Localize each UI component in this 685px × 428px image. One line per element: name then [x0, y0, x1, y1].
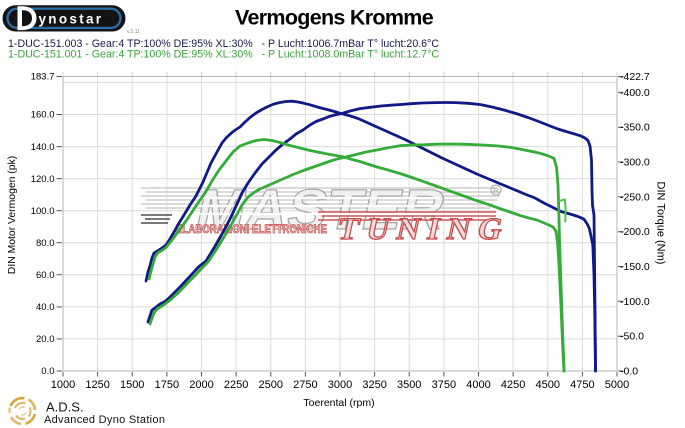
svg-text:Advanced Dyno Station: Advanced Dyno Station: [44, 414, 165, 426]
svg-text:A.D.S.: A.D.S.: [46, 400, 84, 415]
svg-text:-250.0: -250.0: [620, 191, 650, 203]
svg-text:DIN Motor Vermogen (pk): DIN Motor Vermogen (pk): [7, 156, 18, 274]
svg-text:-350.0: -350.0: [620, 122, 650, 134]
svg-text:Vermogens Kromme: Vermogens Kromme: [235, 5, 434, 29]
svg-text:40.0: 40.0: [36, 302, 55, 313]
svg-text:4750: 4750: [570, 379, 594, 391]
svg-text:20.0: 20.0: [36, 334, 55, 345]
svg-text:140.0: 140.0: [31, 142, 55, 153]
svg-text:1500: 1500: [120, 379, 144, 391]
svg-text:3500: 3500: [397, 379, 421, 391]
svg-text:Toerental (rpm): Toerental (rpm): [303, 397, 374, 409]
svg-text:1250: 1250: [85, 379, 109, 391]
svg-text:60.0: 60.0: [36, 270, 55, 281]
svg-text:-200.0: -200.0: [620, 226, 650, 238]
svg-text:1000: 1000: [51, 379, 75, 391]
svg-text:TUNING: TUNING: [335, 211, 514, 246]
svg-text:2750: 2750: [293, 379, 317, 391]
svg-text:R: R: [493, 186, 499, 195]
svg-text:120.0: 120.0: [31, 174, 55, 185]
svg-text:-400.0: -400.0: [620, 87, 650, 99]
svg-text:0.0: 0.0: [41, 366, 54, 377]
svg-text:ynostar: ynostar: [39, 12, 104, 27]
svg-text:-100.0: -100.0: [620, 296, 650, 308]
svg-text:100.0: 100.0: [31, 206, 55, 217]
svg-text:-150.0: -150.0: [620, 261, 650, 273]
svg-text:3750: 3750: [432, 379, 456, 391]
svg-text:-50.0: -50.0: [620, 331, 644, 343]
svg-text:3000: 3000: [328, 379, 352, 391]
svg-text:DIN Torque (Nm): DIN Torque (Nm): [655, 182, 667, 265]
svg-text:ELABORAZIONI ELETTRONICHE: ELABORAZIONI ELETTRONICHE: [176, 224, 327, 236]
svg-text:-422.7: -422.7: [620, 71, 650, 83]
svg-text:80.0: 80.0: [36, 238, 55, 249]
svg-text:4000: 4000: [466, 379, 490, 391]
svg-text:2250: 2250: [224, 379, 248, 391]
svg-text:4250: 4250: [501, 379, 525, 391]
svg-text:5000: 5000: [605, 379, 629, 391]
svg-text:2000: 2000: [189, 379, 213, 391]
svg-text:-0.0: -0.0: [620, 366, 638, 378]
svg-text:1-DUC-151.003 - Gear:4 TP:100%: 1-DUC-151.003 - Gear:4 TP:100% DE:95% XL…: [8, 38, 439, 50]
svg-text:1750: 1750: [155, 379, 179, 391]
svg-text:2500: 2500: [259, 379, 283, 391]
svg-text:1-DUC-151.001 - Gear:4 TP:100%: 1-DUC-151.001 - Gear:4 TP:100% DE:95% XL…: [8, 49, 439, 61]
svg-text:3250: 3250: [362, 379, 386, 391]
svg-text:160.0: 160.0: [31, 110, 55, 121]
svg-text:v.2.11: v.2.11: [127, 29, 140, 35]
svg-text:183.7: 183.7: [31, 72, 55, 83]
svg-text:-300.0: -300.0: [620, 157, 650, 169]
svg-text:4500: 4500: [536, 379, 560, 391]
